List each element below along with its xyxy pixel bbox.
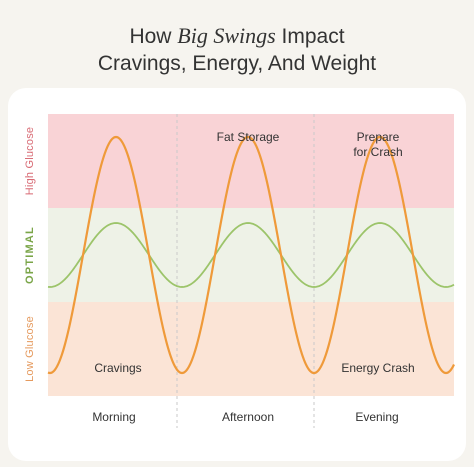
- prepare-for-crash-label: Prepare for Crash: [333, 130, 423, 160]
- cravings-label: Cravings: [94, 361, 142, 375]
- fat-storage-label: Fat Storage: [216, 130, 280, 144]
- stable-glucose-curve: [47, 222, 455, 288]
- title-prefix: How: [129, 25, 178, 48]
- time-afternoon: Afternoon: [221, 410, 275, 424]
- title-suffix: Impact: [275, 25, 345, 48]
- time-morning: Morning: [92, 410, 136, 424]
- energy-crash-label: Energy Crash: [341, 361, 415, 375]
- glucose-curves: [47, 114, 455, 428]
- title-italic: Big Swings: [177, 23, 276, 48]
- high-glucose-band: [48, 114, 454, 208]
- time-evening: Evening: [355, 410, 399, 424]
- title-line-1: How Big Swings Impact: [0, 22, 474, 50]
- title-line-2: Cravings, Energy, And Weight: [97, 52, 377, 75]
- diagram-card: High Glucose OPTIMAL Low Glucose Fat Sto…: [8, 88, 466, 461]
- chart-title: How Big Swings Impact Cravings, Energy, …: [0, 22, 474, 77]
- big-swing-glucose-curve: [47, 135, 455, 375]
- prepare-line-1: Prepare: [356, 130, 400, 144]
- low-glucose-band: [48, 302, 454, 396]
- prepare-line-2: for Crash: [353, 145, 403, 159]
